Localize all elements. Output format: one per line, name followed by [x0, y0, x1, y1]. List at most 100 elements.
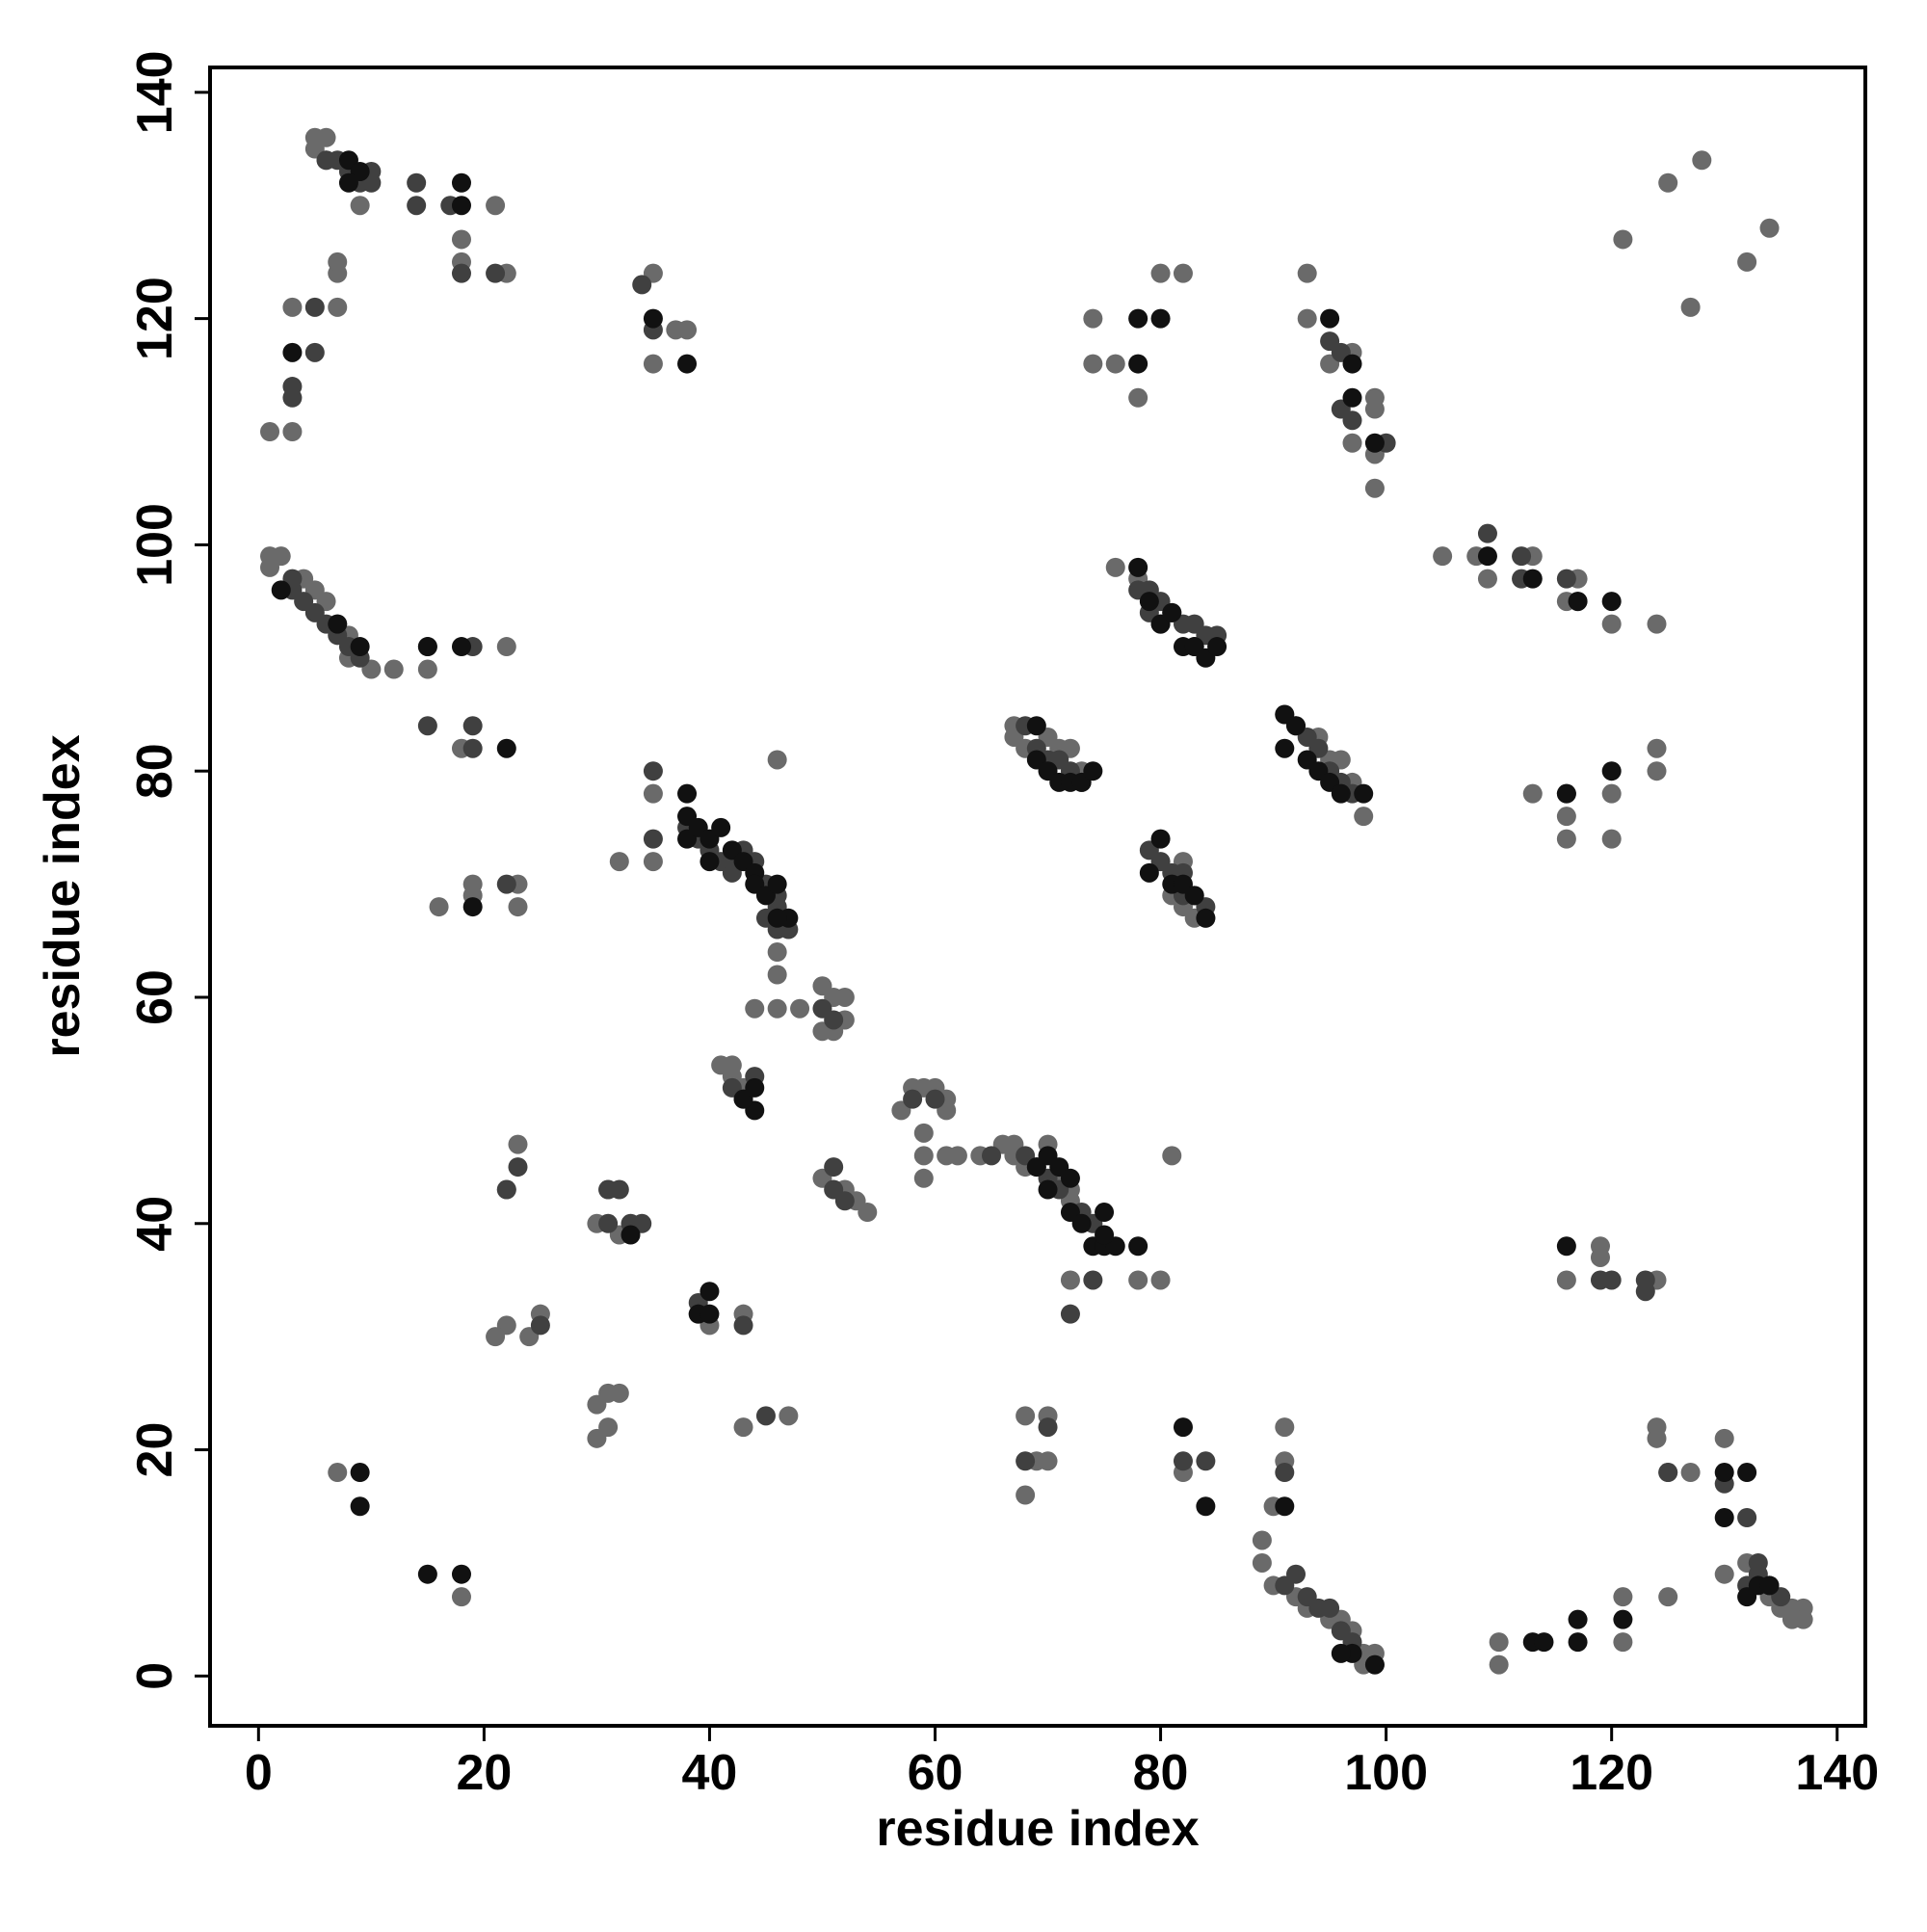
contact-point	[677, 783, 698, 804]
contact-point	[643, 783, 663, 804]
contact-point	[1095, 1203, 1115, 1223]
contact-point	[1714, 1463, 1734, 1483]
contact-point	[767, 998, 787, 1019]
contact-point	[496, 1179, 516, 1200]
contact-point	[1568, 1632, 1588, 1653]
contact-point	[1275, 1496, 1295, 1517]
contact-point	[451, 637, 471, 657]
contact-point	[1150, 1270, 1171, 1290]
contact-point	[1556, 1236, 1576, 1257]
contact-point	[745, 1077, 765, 1098]
contact-point	[824, 1157, 844, 1178]
contact-point	[1613, 229, 1633, 250]
contact-point	[1477, 523, 1497, 543]
contact-point	[328, 297, 348, 317]
contact-point	[1150, 263, 1171, 283]
y-tick-label: 60	[127, 969, 183, 1025]
contact-point	[1489, 1654, 1509, 1675]
contact-point	[1613, 1609, 1633, 1629]
contact-point	[451, 196, 471, 216]
contact-point	[508, 1134, 528, 1154]
contact-point	[1060, 1270, 1080, 1290]
contact-point	[1364, 399, 1385, 419]
contact-point	[451, 172, 471, 193]
contact-point	[1556, 1270, 1576, 1290]
contact-point	[1658, 1587, 1678, 1607]
contact-point	[328, 614, 348, 634]
contact-point	[1647, 1428, 1667, 1448]
contact-point	[282, 422, 303, 442]
contact-point	[271, 546, 291, 567]
contact-point	[700, 852, 720, 872]
contact-point	[1038, 1451, 1058, 1471]
contact-point	[1714, 1507, 1734, 1527]
contact-point	[1173, 263, 1193, 283]
contact-point	[486, 263, 506, 283]
contact-point	[1320, 308, 1340, 329]
y-tick-label: 100	[127, 503, 183, 587]
contact-point	[338, 172, 358, 193]
contact-point	[417, 637, 437, 657]
contact-point	[1433, 546, 1453, 567]
contact-point	[1556, 807, 1576, 827]
contact-point	[643, 761, 663, 781]
contact-point	[1297, 263, 1317, 283]
contact-point	[1522, 569, 1543, 589]
contact-point	[328, 251, 348, 272]
contact-point	[700, 1304, 720, 1324]
contact-point	[282, 387, 303, 408]
contact-point	[1252, 1552, 1272, 1573]
contact-point	[1680, 1463, 1701, 1483]
contact-point	[407, 196, 427, 216]
contact-point	[496, 874, 516, 894]
contact-point	[1060, 1304, 1080, 1324]
contact-point	[1534, 1632, 1554, 1653]
x-tick-label: 40	[682, 1745, 738, 1801]
contact-point	[1364, 433, 1385, 453]
contact-point	[733, 1315, 753, 1336]
contact-point	[1342, 410, 1362, 431]
contact-point	[1647, 738, 1667, 758]
contact-point	[609, 852, 629, 872]
contact-point	[350, 1463, 370, 1483]
contact-point	[462, 897, 483, 917]
contact-point	[260, 422, 280, 442]
contact-point	[767, 750, 787, 770]
contact-point	[1613, 1632, 1633, 1653]
contact-point	[767, 874, 787, 894]
contact-point	[462, 738, 483, 758]
contact-point	[1016, 1451, 1036, 1471]
contact-point	[767, 908, 787, 928]
contact-point	[350, 1496, 370, 1517]
contact-point	[1016, 1406, 1036, 1426]
contact-point	[496, 738, 516, 758]
contact-point	[1016, 1485, 1036, 1505]
contact-point	[1522, 783, 1543, 804]
contact-point	[1556, 829, 1576, 849]
contact-point	[913, 1146, 934, 1166]
contact-point	[824, 1010, 844, 1030]
contact-point	[925, 1089, 945, 1109]
contact-point	[1714, 1564, 1734, 1584]
contact-point	[429, 897, 449, 917]
contact-point	[1782, 1609, 1802, 1629]
contact-point	[1128, 387, 1148, 408]
contact-point	[1590, 1247, 1610, 1267]
contact-point	[1759, 1575, 1780, 1596]
contact-point	[1105, 557, 1125, 577]
contact-point	[1714, 1428, 1734, 1448]
contact-point	[1759, 218, 1780, 238]
x-tick-label: 60	[908, 1745, 964, 1801]
contact-point	[417, 1564, 437, 1584]
contact-point	[947, 1146, 967, 1166]
x-tick-label: 140	[1795, 1745, 1879, 1801]
contact-point	[1095, 1225, 1115, 1245]
contact-point	[790, 998, 810, 1019]
contact-point	[1568, 592, 1588, 612]
contact-point	[462, 716, 483, 736]
contact-point	[632, 275, 652, 295]
y-tick-label: 80	[127, 743, 183, 799]
y-tick-label: 20	[127, 1422, 183, 1478]
contact-point	[530, 1315, 550, 1336]
